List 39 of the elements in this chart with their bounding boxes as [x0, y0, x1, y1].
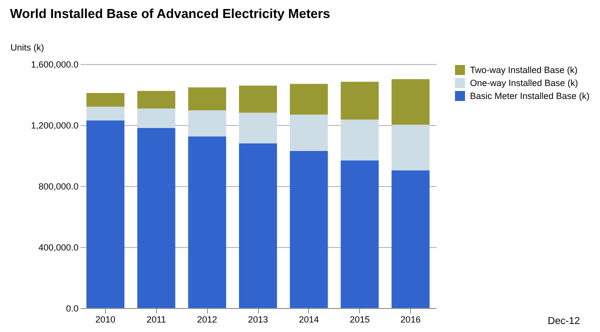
- bar: [137, 108, 176, 128]
- bar: [392, 79, 430, 125]
- bar: [290, 150, 328, 308]
- bar: [239, 86, 277, 113]
- y-tick-label: 800,000.0: [38, 182, 78, 192]
- x-tick-label: 2014: [298, 314, 319, 324]
- bar: [392, 124, 430, 170]
- x-tick-label: 2011: [146, 314, 166, 324]
- bar: [340, 120, 379, 161]
- bar: [239, 143, 277, 308]
- bar: [86, 92, 124, 107]
- x-tick-label: 2010: [95, 314, 116, 324]
- bar: [340, 82, 379, 120]
- chart-title: World Installed Base of Advanced Electricity Meters: [10, 6, 330, 21]
- x-tick-label: 2012: [197, 314, 218, 324]
- legend-label: One-way Installed Base (k): [470, 78, 578, 88]
- bar: [188, 110, 226, 136]
- text: Dec-12: [548, 316, 580, 327]
- bar: [188, 136, 226, 308]
- bar: [290, 114, 328, 151]
- bar: [392, 170, 430, 308]
- bar: [188, 87, 226, 110]
- bar: [86, 106, 124, 120]
- legend-label: Two-way Installed Base (k): [470, 65, 578, 75]
- bar: [290, 84, 328, 115]
- y-tick-label: 400,000.0: [38, 242, 78, 252]
- legend-label: Basic Meter Installed Base (k): [470, 91, 590, 101]
- bar: [137, 128, 176, 308]
- x-tick-label: 2016: [400, 314, 421, 324]
- x-tick-label: 2015: [350, 314, 370, 324]
- x-tick-label: 2013: [248, 314, 268, 324]
- y-tick-label: 0.0: [66, 304, 78, 314]
- y-axis-title: Units (k): [10, 42, 44, 52]
- y-tick-label: 1,600,000.0: [30, 60, 78, 70]
- bar: [239, 112, 277, 144]
- bar: [137, 90, 176, 109]
- y-tick-label: 1,200,000.0: [30, 120, 78, 130]
- bar: [86, 120, 124, 308]
- bar: [340, 160, 379, 308]
